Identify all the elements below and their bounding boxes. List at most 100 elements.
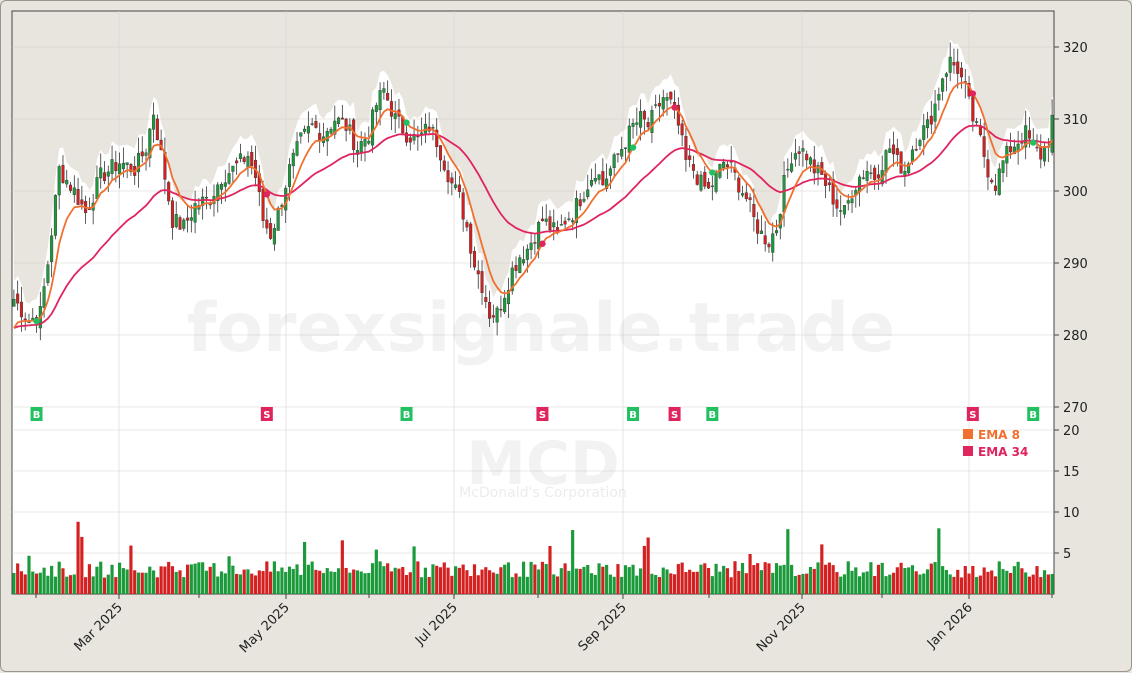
volume-bar — [355, 570, 360, 594]
candle-body — [272, 228, 276, 245]
candle-body — [831, 179, 835, 205]
candle-body — [363, 139, 367, 147]
candle-body — [627, 125, 631, 153]
candle-body — [189, 217, 193, 221]
candle-body — [835, 199, 839, 209]
candle-body — [61, 164, 65, 183]
volume-bar — [295, 564, 299, 594]
candle-body — [121, 162, 125, 170]
volume-bar — [563, 563, 567, 594]
volume-bar — [201, 562, 205, 594]
candle-body — [763, 235, 767, 245]
legend-swatch — [963, 429, 973, 439]
volume-bar — [703, 563, 707, 594]
volume-bar — [880, 562, 884, 594]
volume-bar — [876, 564, 881, 594]
volume-bar — [525, 576, 529, 594]
volume-bar — [548, 546, 552, 594]
candle-body — [1035, 146, 1039, 149]
volume-bar — [559, 568, 563, 594]
candle-body — [597, 174, 601, 180]
volume-bar — [582, 566, 586, 594]
candle-body — [118, 163, 122, 175]
volume-bar — [740, 563, 745, 594]
volume-bar — [276, 571, 280, 594]
volume-bar — [246, 569, 250, 594]
volume-bar — [597, 563, 601, 594]
candle-body — [72, 187, 76, 195]
volume-bar — [223, 573, 227, 594]
candle-body — [680, 123, 684, 136]
volume-bar — [1012, 566, 1016, 594]
volume-bar — [121, 568, 125, 594]
volume-bar — [499, 567, 503, 594]
candle-body — [559, 224, 563, 226]
volume-bar — [140, 572, 144, 594]
time-tick-label: Jul 2025 — [412, 600, 461, 649]
volume-bar — [956, 569, 960, 594]
plot-border — [11, 10, 1055, 595]
candle-body — [635, 122, 639, 125]
volume-bar — [99, 561, 103, 594]
candle-body — [737, 177, 741, 193]
candle-body — [699, 174, 703, 191]
volume-bar — [182, 577, 186, 594]
volume-bar — [1046, 574, 1050, 594]
volume-bar — [971, 565, 975, 594]
candle-body — [276, 207, 280, 231]
candle-body — [337, 117, 341, 124]
volume-bar — [476, 575, 480, 594]
volume-bar — [491, 572, 495, 594]
candle-body — [986, 159, 990, 178]
volume-bar — [642, 545, 646, 594]
volume-bar — [827, 562, 831, 594]
volume-bar — [53, 576, 58, 594]
signal-dot — [33, 317, 40, 325]
candle-body — [801, 148, 805, 152]
volume-bar — [261, 571, 265, 594]
candle-body — [186, 217, 190, 221]
volume-bar — [129, 545, 133, 594]
volume-bar — [265, 561, 269, 594]
volume-bar — [616, 564, 620, 594]
volume-bar — [65, 576, 69, 594]
volume-bar — [136, 572, 141, 594]
volume-bar — [993, 576, 998, 594]
candle-body — [873, 167, 877, 180]
volume-bar — [310, 561, 314, 594]
candle-body — [1043, 146, 1047, 162]
signal-label: S — [969, 410, 976, 421]
volume-bar — [386, 563, 390, 594]
volume-bar — [571, 530, 575, 594]
volume-bar — [378, 561, 382, 594]
candle-body — [850, 198, 854, 204]
volume-bar — [793, 576, 797, 594]
volume-bar — [446, 567, 450, 594]
volume-bar — [627, 567, 631, 594]
candle-body — [389, 101, 393, 117]
volume-bar — [948, 574, 952, 594]
volume-bar — [537, 569, 541, 594]
candle-body — [767, 243, 771, 248]
volume-bar — [38, 572, 42, 594]
volume-bar — [333, 571, 337, 594]
volume-bar — [869, 562, 873, 594]
volume-bar — [824, 564, 828, 594]
candle-body — [53, 195, 57, 236]
volume-bar — [57, 561, 61, 594]
candle-body — [136, 152, 140, 173]
candle-body — [510, 267, 514, 292]
candle-body — [956, 61, 960, 74]
volume-bar — [212, 563, 216, 594]
signal-dot — [263, 191, 271, 198]
candle-body — [793, 153, 797, 160]
volume-bar — [669, 573, 673, 594]
candle-body — [65, 180, 69, 185]
candle-body — [465, 222, 469, 228]
candle-body — [269, 223, 273, 239]
candle-body — [748, 197, 752, 201]
candle-body — [442, 160, 446, 171]
candle-body — [548, 216, 552, 231]
candle-body — [1027, 130, 1031, 139]
volume-bar — [578, 568, 582, 594]
